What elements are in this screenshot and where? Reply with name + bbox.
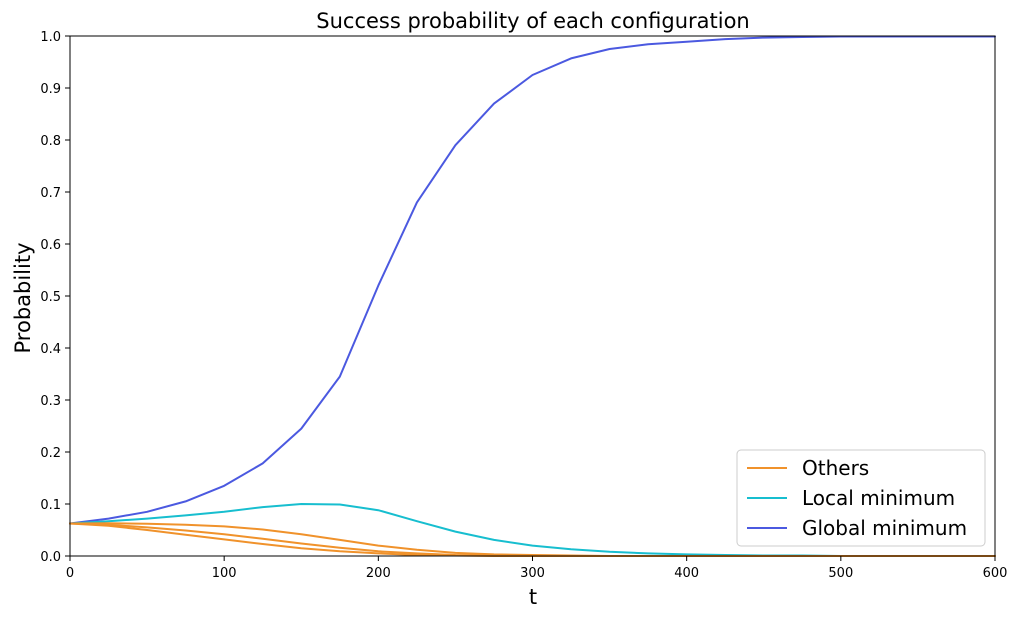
x-tick-label: 500 (828, 566, 853, 581)
y-tick-label: 0.3 (40, 394, 61, 409)
legend-label-local-minimum: Local minimum (802, 486, 955, 510)
y-tick-label: 0.4 (40, 342, 61, 357)
y-axis-label: Probability (11, 242, 35, 353)
legend-label-global-minimum: Global minimum (802, 516, 967, 540)
x-tick-label: 100 (212, 566, 237, 581)
y-tick-label: 1.0 (40, 30, 61, 45)
x-tick-label: 300 (520, 566, 545, 581)
x-tick-label: 600 (983, 566, 1008, 581)
y-tick-label: 0.2 (40, 446, 61, 461)
x-tick-label: 0 (66, 566, 74, 581)
legend-box (736, 449, 986, 547)
x-tick-label: 400 (674, 566, 699, 581)
axes-layer: 0 100 200 300 400 500 600 0.0 0.1 0.2 0.3 0.4 0.5 0.6… (40, 30, 1007, 581)
y-tick-label: 0.1 (40, 498, 61, 513)
y-tick-label: 0.9 (40, 82, 61, 97)
x-axis-label: t (529, 585, 537, 609)
legend-label-others: Others (802, 456, 869, 480)
y-tick-label: 0.6 (40, 238, 61, 253)
legend: Others Local minimum Global minimum (736, 449, 986, 547)
y-tick-label: 0.0 (40, 550, 61, 565)
y-tick-label: 0.8 (40, 134, 61, 149)
chart-title: Success probability of each configuratio… (316, 9, 749, 33)
y-tick-label: 0.7 (40, 186, 61, 201)
y-tick-label: 0.5 (40, 290, 61, 305)
x-tick-label: 200 (366, 566, 391, 581)
